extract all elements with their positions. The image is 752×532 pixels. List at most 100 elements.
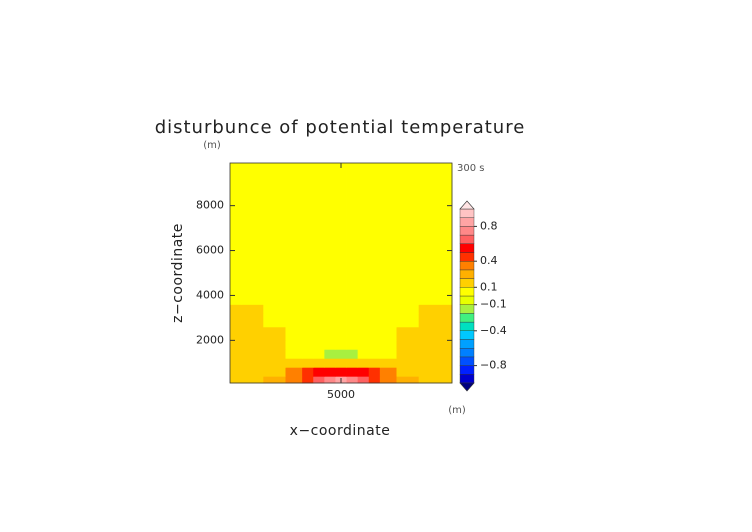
colorbar-box xyxy=(459,234,475,245)
field-cell xyxy=(357,358,370,368)
field-cell xyxy=(324,340,336,350)
field-cell xyxy=(230,216,242,269)
colorbar-box xyxy=(459,261,475,271)
colorbar-under xyxy=(459,382,475,392)
field-cell xyxy=(302,367,314,377)
field-cell xyxy=(263,313,286,328)
field-cell xyxy=(302,326,314,341)
field-cell xyxy=(346,268,359,294)
colorbar-box xyxy=(459,330,475,340)
field-cell xyxy=(368,326,381,341)
field-cell xyxy=(418,304,442,314)
field-cell xyxy=(302,313,314,328)
field-cell xyxy=(440,268,453,294)
field-cell xyxy=(346,163,359,218)
field-cell xyxy=(324,268,336,294)
chart-title: disturbunce of potential temperature xyxy=(155,117,526,138)
field-cell xyxy=(263,326,286,341)
field-cell xyxy=(357,293,370,305)
field-cell xyxy=(368,340,381,350)
field-cell xyxy=(241,313,264,328)
field-cell xyxy=(396,216,420,269)
field-cell xyxy=(396,313,420,328)
field-cell xyxy=(285,293,303,305)
field-cell xyxy=(357,326,370,341)
field-cell xyxy=(379,304,397,314)
field-cell xyxy=(418,358,442,368)
field-cell xyxy=(379,326,397,341)
field-cell xyxy=(368,349,381,359)
field-cell xyxy=(346,358,359,368)
field-cell xyxy=(241,376,264,384)
field-cell xyxy=(285,358,303,368)
field-cell xyxy=(335,367,347,377)
field-cell xyxy=(230,326,242,341)
field-cell xyxy=(346,376,359,384)
field-cell xyxy=(335,304,347,314)
colorbar-label: 0.1 xyxy=(480,280,498,293)
field-cell xyxy=(346,349,359,359)
field-cell xyxy=(440,340,453,350)
field-cell xyxy=(313,268,325,294)
field-cell xyxy=(241,268,264,294)
field-cell xyxy=(335,216,347,269)
field-cell xyxy=(241,326,264,341)
y-tick-label: 8000 xyxy=(196,199,224,212)
colorbar-box xyxy=(459,243,475,253)
field-cell xyxy=(263,349,286,359)
field-cell xyxy=(230,268,242,294)
field-cell xyxy=(302,216,314,269)
field-cell xyxy=(241,163,264,218)
field-cell xyxy=(230,349,242,359)
field-cell xyxy=(368,313,381,328)
field-cell xyxy=(302,376,314,384)
field-cell xyxy=(285,268,303,294)
field-cell xyxy=(368,358,381,368)
field-cell xyxy=(230,293,242,305)
field-cell xyxy=(241,367,264,377)
colorbar-box xyxy=(459,208,475,218)
y-unit: (m) xyxy=(203,140,221,151)
field-cell xyxy=(440,358,453,368)
field-cell xyxy=(285,340,303,350)
field-cell xyxy=(379,376,397,384)
x-axis-label: x−coordinate xyxy=(290,423,391,439)
time-label: 300 s xyxy=(457,163,484,174)
field-cell xyxy=(324,367,336,377)
field-cell xyxy=(379,349,397,359)
colorbar-label: −0.8 xyxy=(480,359,507,372)
field-cell xyxy=(313,326,325,341)
field-cell xyxy=(440,349,453,359)
field-cell xyxy=(396,358,420,368)
field-cell xyxy=(418,340,442,350)
field-cell xyxy=(324,349,336,359)
field-cell xyxy=(357,268,370,294)
field-cell xyxy=(396,304,420,314)
field-cell xyxy=(335,268,347,294)
field-cell xyxy=(241,304,264,314)
field-cell xyxy=(335,349,347,359)
field-cell xyxy=(302,349,314,359)
colorbar-box xyxy=(459,295,475,305)
colorbar-box xyxy=(459,339,475,349)
field-cell xyxy=(418,313,442,328)
field-cell xyxy=(324,216,336,269)
field-cell xyxy=(263,367,286,377)
field-cell xyxy=(302,268,314,294)
field-cell xyxy=(263,163,286,218)
field-cell xyxy=(302,293,314,305)
field-cell xyxy=(379,216,397,269)
field-cell xyxy=(368,304,381,314)
colorbar-label: −0.1 xyxy=(480,298,507,311)
colorbar-box xyxy=(459,304,475,314)
field-cell xyxy=(241,216,264,269)
field-cell xyxy=(324,313,336,328)
colorbar-box xyxy=(459,321,475,332)
field-cell xyxy=(440,367,453,377)
field-cell xyxy=(241,340,264,350)
field-cell xyxy=(241,293,264,305)
field-cell xyxy=(346,293,359,305)
field-cell xyxy=(440,326,453,341)
field-cell xyxy=(346,340,359,350)
field-cell xyxy=(346,216,359,269)
